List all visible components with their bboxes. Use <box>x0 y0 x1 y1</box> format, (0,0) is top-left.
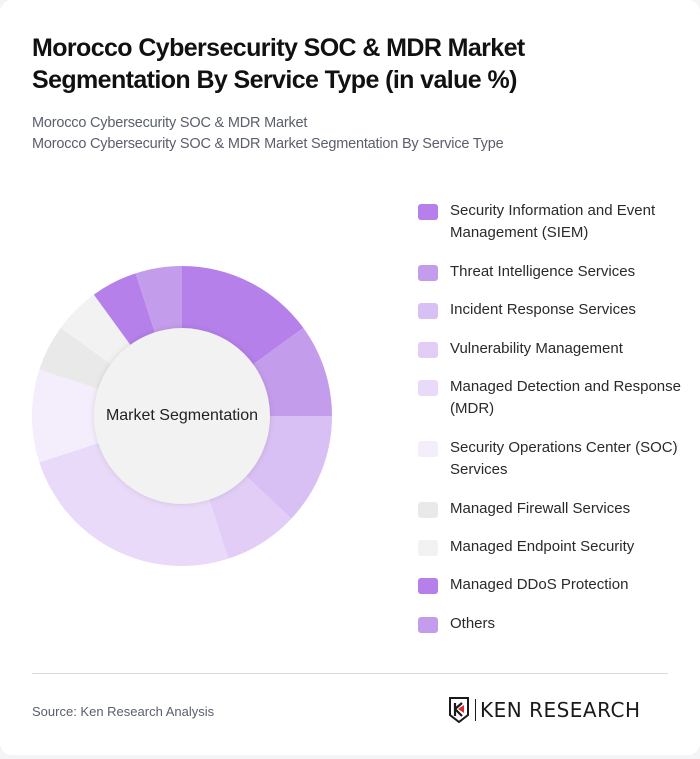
ken-research-shield-icon <box>449 697 469 723</box>
legend-item[interactable]: Managed Firewall Services <box>418 498 700 520</box>
legend-item[interactable]: Vulnerability Management <box>418 338 700 360</box>
chart-subtitle: Morocco Cybersecurity SOC & MDR Market M… <box>32 113 504 155</box>
legend-label: Others <box>450 615 496 632</box>
footer-divider <box>32 673 668 674</box>
legend-label: Managed Detection and Response (MDR) <box>450 378 681 417</box>
legend-item[interactable]: Threat Intelligence Services <box>418 261 700 283</box>
legend-swatch <box>418 342 438 358</box>
legend-swatch <box>418 204 438 220</box>
subtitle-line-1: Morocco Cybersecurity SOC & MDR Market <box>32 115 308 131</box>
legend-label: Managed Endpoint Security <box>450 538 635 555</box>
legend-swatch <box>418 303 438 319</box>
legend-swatch <box>418 540 438 556</box>
logo-separator <box>475 699 476 721</box>
legend-swatch <box>418 502 438 518</box>
legend-swatch <box>418 380 438 396</box>
legend-label: Managed DDoS Protection <box>450 576 629 593</box>
chart-title: Morocco Cybersecurity SOC & MDR Market S… <box>32 34 525 94</box>
legend-item[interactable]: Security Operations Center (SOC) Service… <box>418 437 700 481</box>
donut-hole <box>94 328 270 504</box>
legend-label: Vulnerability Management <box>450 340 623 357</box>
legend-item[interactable]: Incident Response Services <box>418 299 700 321</box>
legend-label: Managed Firewall Services <box>450 500 631 517</box>
logo-text: KEN RESEARCH <box>480 698 641 722</box>
legend-item[interactable]: Security Information and Event Managemen… <box>418 200 700 244</box>
legend-label: Security Operations Center (SOC) Service… <box>450 439 678 478</box>
legend-label: Security Information and Event Managemen… <box>450 202 656 241</box>
subtitle-line-2: Morocco Cybersecurity SOC & MDR Market S… <box>32 136 504 152</box>
donut-svg <box>32 266 332 566</box>
source-note: Source: Ken Research Analysis <box>32 704 215 719</box>
legend-item[interactable]: Managed Detection and Response (MDR) <box>418 376 700 420</box>
legend-label: Incident Response Services <box>450 301 636 318</box>
legend-swatch <box>418 265 438 281</box>
legend-item[interactable]: Managed Endpoint Security <box>418 536 700 558</box>
legend-swatch <box>418 441 438 457</box>
legend-swatch <box>418 617 438 633</box>
legend-swatch <box>418 578 438 594</box>
donut-chart: Market Segmentation <box>32 266 332 566</box>
ken-research-logo: KEN RESEARCH <box>448 697 641 723</box>
legend-item[interactable]: Others <box>418 613 700 635</box>
legend-item[interactable]: Managed DDoS Protection <box>418 574 700 596</box>
legend-label: Threat Intelligence Services <box>450 263 636 280</box>
